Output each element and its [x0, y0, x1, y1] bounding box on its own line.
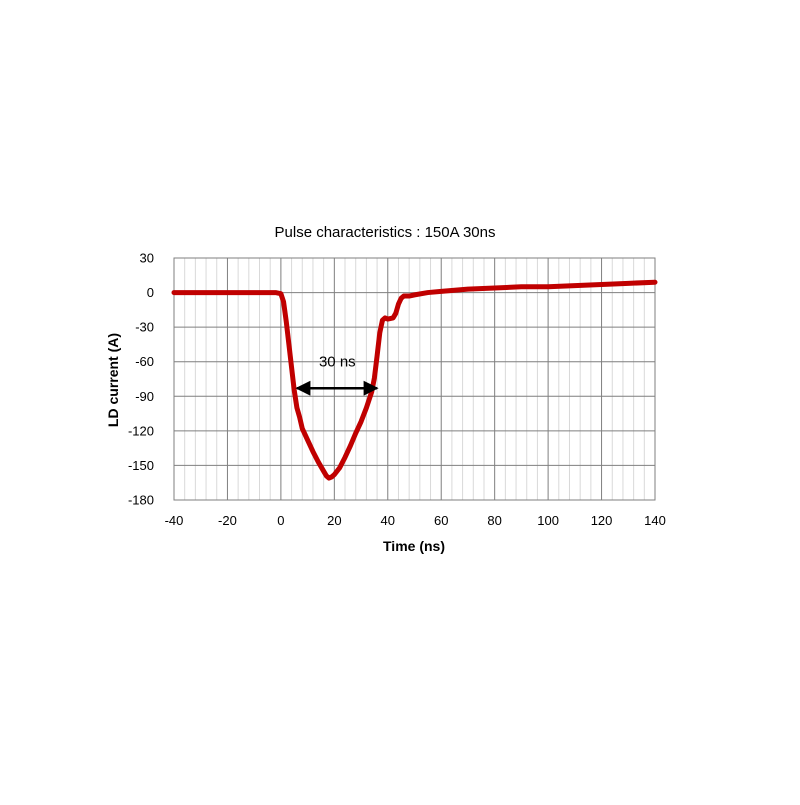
y-tick-label: -120: [128, 423, 154, 438]
x-tick-label: -20: [218, 513, 237, 528]
y-tick-label: 0: [147, 285, 154, 300]
pulse-width-label: 30 ns: [319, 354, 356, 371]
x-tick-label: 120: [591, 513, 613, 528]
y-tick-label: -90: [135, 389, 154, 404]
y-tick-label: 30: [140, 251, 154, 266]
x-tick-label: 0: [277, 513, 284, 528]
chart-title: Pulse characteristics : 150A 30ns: [275, 224, 496, 241]
y-tick-labels: 30 0 -30 -60 -90 -120 -150 -180: [128, 251, 154, 508]
x-tick-label: 20: [327, 513, 341, 528]
y-axis-title: LD current (A): [105, 333, 121, 427]
x-tick-labels: -40 -20 0 20 40 60 80 100 120 140: [165, 513, 666, 528]
annotation-layer: 30 ns: [295, 354, 379, 396]
x-tick-label: 80: [487, 513, 501, 528]
minor-gridlines: [184, 258, 645, 500]
x-tick-label: 40: [381, 513, 395, 528]
y-tick-label: -60: [135, 354, 154, 369]
x-tick-label: 60: [434, 513, 448, 528]
pulse-current-line: [171, 279, 658, 481]
y-tick-label: -30: [135, 320, 154, 335]
x-tick-label: -40: [165, 513, 184, 528]
y-tick-label: -150: [128, 458, 154, 473]
x-axis-title: Time (ns): [383, 538, 445, 554]
x-tick-label: 140: [644, 513, 666, 528]
y-tick-label: -180: [128, 493, 154, 508]
series-layer: [171, 279, 658, 481]
x-tick-label: 100: [537, 513, 559, 528]
plot-area-frame: [173, 257, 656, 501]
